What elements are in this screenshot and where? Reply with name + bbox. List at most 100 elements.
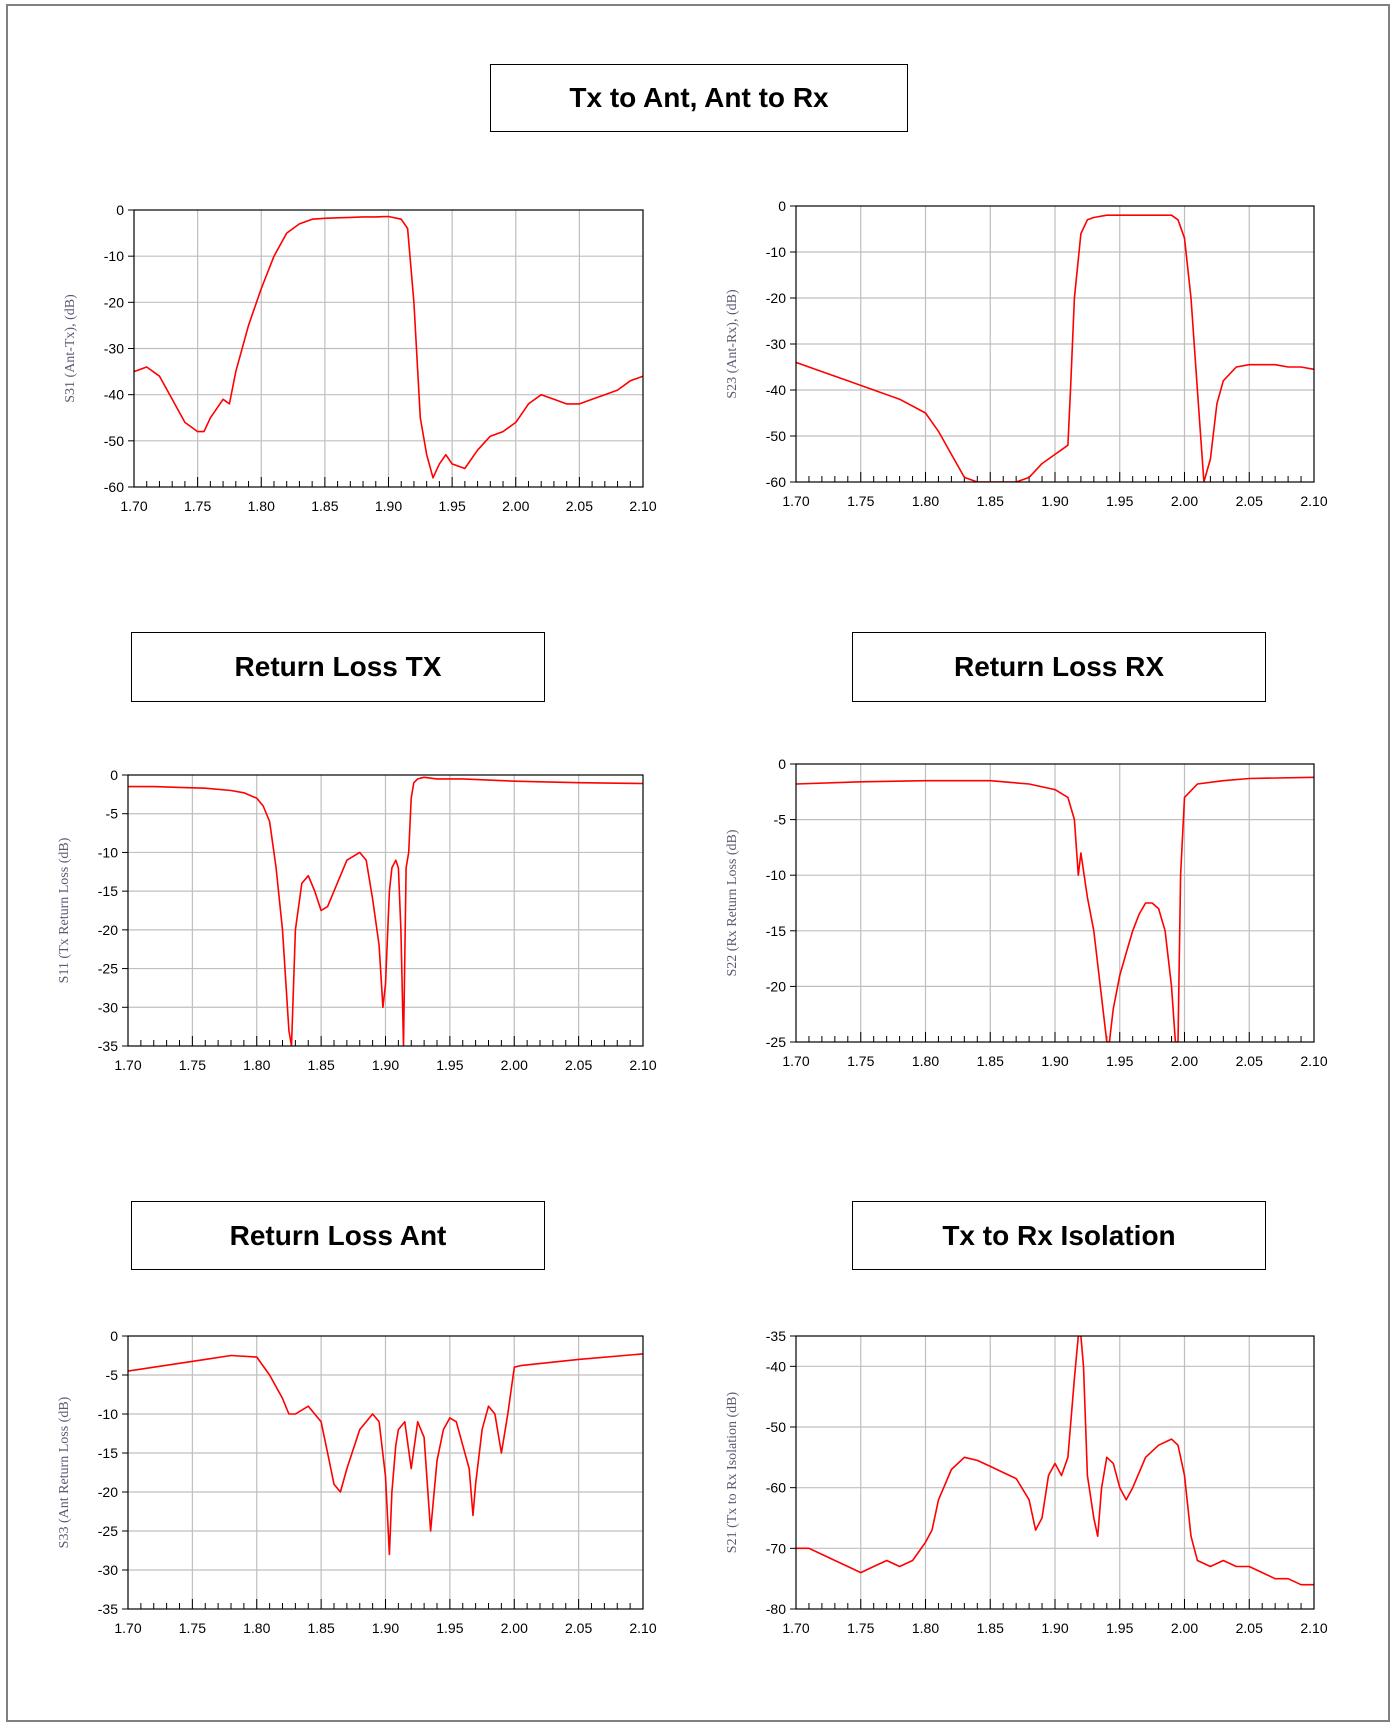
x-tick-label: 2.00 [501,1620,528,1636]
y-tick-label: -70 [766,1540,786,1556]
x-tick-label: 1.95 [439,498,466,514]
x-tick-label: 1.90 [1041,493,1068,509]
series-line [134,215,643,479]
x-tick-label: 1.80 [248,498,275,514]
x-tick-label: 1.95 [1106,1620,1133,1636]
x-tick-label: 1.90 [375,498,402,514]
x-tick-label: 2.10 [629,1057,656,1073]
y-tick-label: -60 [766,1480,786,1496]
x-tick-label: 2.10 [1300,1053,1327,1069]
plot-frame [795,763,1315,1043]
title-tx-rx-isolation: Tx to Rx Isolation [852,1201,1266,1270]
y-axis-title: S33 (Ant Return Loss (dB) [57,1396,72,1548]
y-tick-label: -35 [98,1601,118,1617]
y-tick-label: -5 [106,806,119,822]
x-tick-label: 1.90 [372,1057,399,1073]
y-tick-label: -10 [98,1406,118,1422]
series-line [796,776,1314,1042]
y-tick-label: -30 [104,341,124,357]
x-tick-label: 2.05 [565,1620,592,1636]
x-tick-label: 2.00 [1171,1620,1198,1636]
x-tick-label: 1.80 [912,1053,939,1069]
x-tick-label: 1.90 [372,1620,399,1636]
y-tick-label: 0 [778,198,786,214]
x-tick-label: 1.95 [1106,493,1133,509]
x-tick-label: 2.05 [1236,1620,1263,1636]
x-tick-label: 2.05 [566,498,593,514]
x-tick-label: 2.00 [501,1057,528,1073]
y-tick-label: 0 [116,202,124,218]
y-tick-label: -25 [98,1523,118,1539]
x-tick-label: 1.85 [977,1620,1004,1636]
y-tick-label: -30 [98,999,118,1015]
y-axis-title: S21 (Tx to Rx Isolation (dB) [725,1391,740,1553]
y-tick-label: -25 [98,961,118,977]
y-tick-label: -25 [766,1034,786,1050]
y-tick-label: -50 [766,1419,786,1435]
y-tick-label: -10 [98,844,118,860]
x-tick-label: 2.10 [1300,1620,1327,1636]
x-tick-label: 1.70 [114,1620,141,1636]
plot-frame [795,205,1315,483]
y-tick-label: 0 [110,1328,118,1344]
x-tick-label: 1.70 [120,498,147,514]
y-tick-label: -5 [106,1367,119,1383]
x-tick-label: 1.75 [847,493,874,509]
plot-frame [133,209,644,488]
x-tick-label: 1.85 [977,1053,1004,1069]
y-axis-title: S31 (Ant-Tx), (dB) [63,294,78,403]
x-tick-label: 1.80 [243,1620,270,1636]
y-tick-label: -35 [98,1038,118,1054]
y-tick-label: -20 [98,922,118,938]
series-line [128,1353,643,1556]
x-tick-label: 1.80 [912,1620,939,1636]
y-tick-label: -60 [766,474,786,490]
x-tick-label: 1.85 [308,1620,335,1636]
x-tick-label: 1.95 [436,1057,463,1073]
y-tick-label: -20 [766,290,786,306]
x-tick-label: 1.85 [311,498,338,514]
plot-frame [127,1335,644,1610]
x-tick-label: 2.05 [1236,493,1263,509]
x-tick-label: 1.90 [1041,1620,1068,1636]
y-tick-label: -60 [104,479,124,495]
x-tick-label: 1.90 [1041,1053,1068,1069]
x-tick-label: 1.75 [179,1057,206,1073]
x-tick-label: 1.75 [184,498,211,514]
x-tick-label: 2.00 [502,498,529,514]
x-tick-label: 1.75 [179,1620,206,1636]
series-line [128,776,643,1046]
y-axis-title: S22 (Rx Return Loss (dB) [725,829,740,976]
title-return-loss-ant: Return Loss Ant [131,1201,545,1270]
title-tx-ant-rx: Tx to Ant, Ant to Rx [490,64,908,132]
y-tick-label: -10 [766,244,786,260]
y-tick-label: -10 [766,867,786,883]
y-tick-label: -10 [104,248,124,264]
y-tick-label: -30 [766,336,786,352]
x-tick-label: 2.05 [1236,1053,1263,1069]
title-return-loss-tx: Return Loss TX [131,632,545,702]
y-tick-label: -40 [766,1358,786,1374]
x-tick-label: 2.10 [629,498,656,514]
x-tick-label: 1.80 [912,493,939,509]
y-tick-label: -20 [766,978,786,994]
x-tick-label: 2.00 [1171,493,1198,509]
y-tick-label: -35 [766,1328,786,1344]
series-line [796,1336,1314,1586]
y-tick-label: -40 [766,382,786,398]
x-tick-label: 1.95 [1106,1053,1133,1069]
x-tick-label: 2.05 [565,1057,592,1073]
x-tick-label: 1.80 [243,1057,270,1073]
plot-frame [127,774,644,1047]
x-tick-label: 2.10 [629,1620,656,1636]
x-tick-label: 2.10 [1300,493,1327,509]
y-tick-label: -40 [104,387,124,403]
page-frame [6,4,1390,1722]
x-tick-label: 1.75 [847,1620,874,1636]
x-tick-label: 1.75 [847,1053,874,1069]
